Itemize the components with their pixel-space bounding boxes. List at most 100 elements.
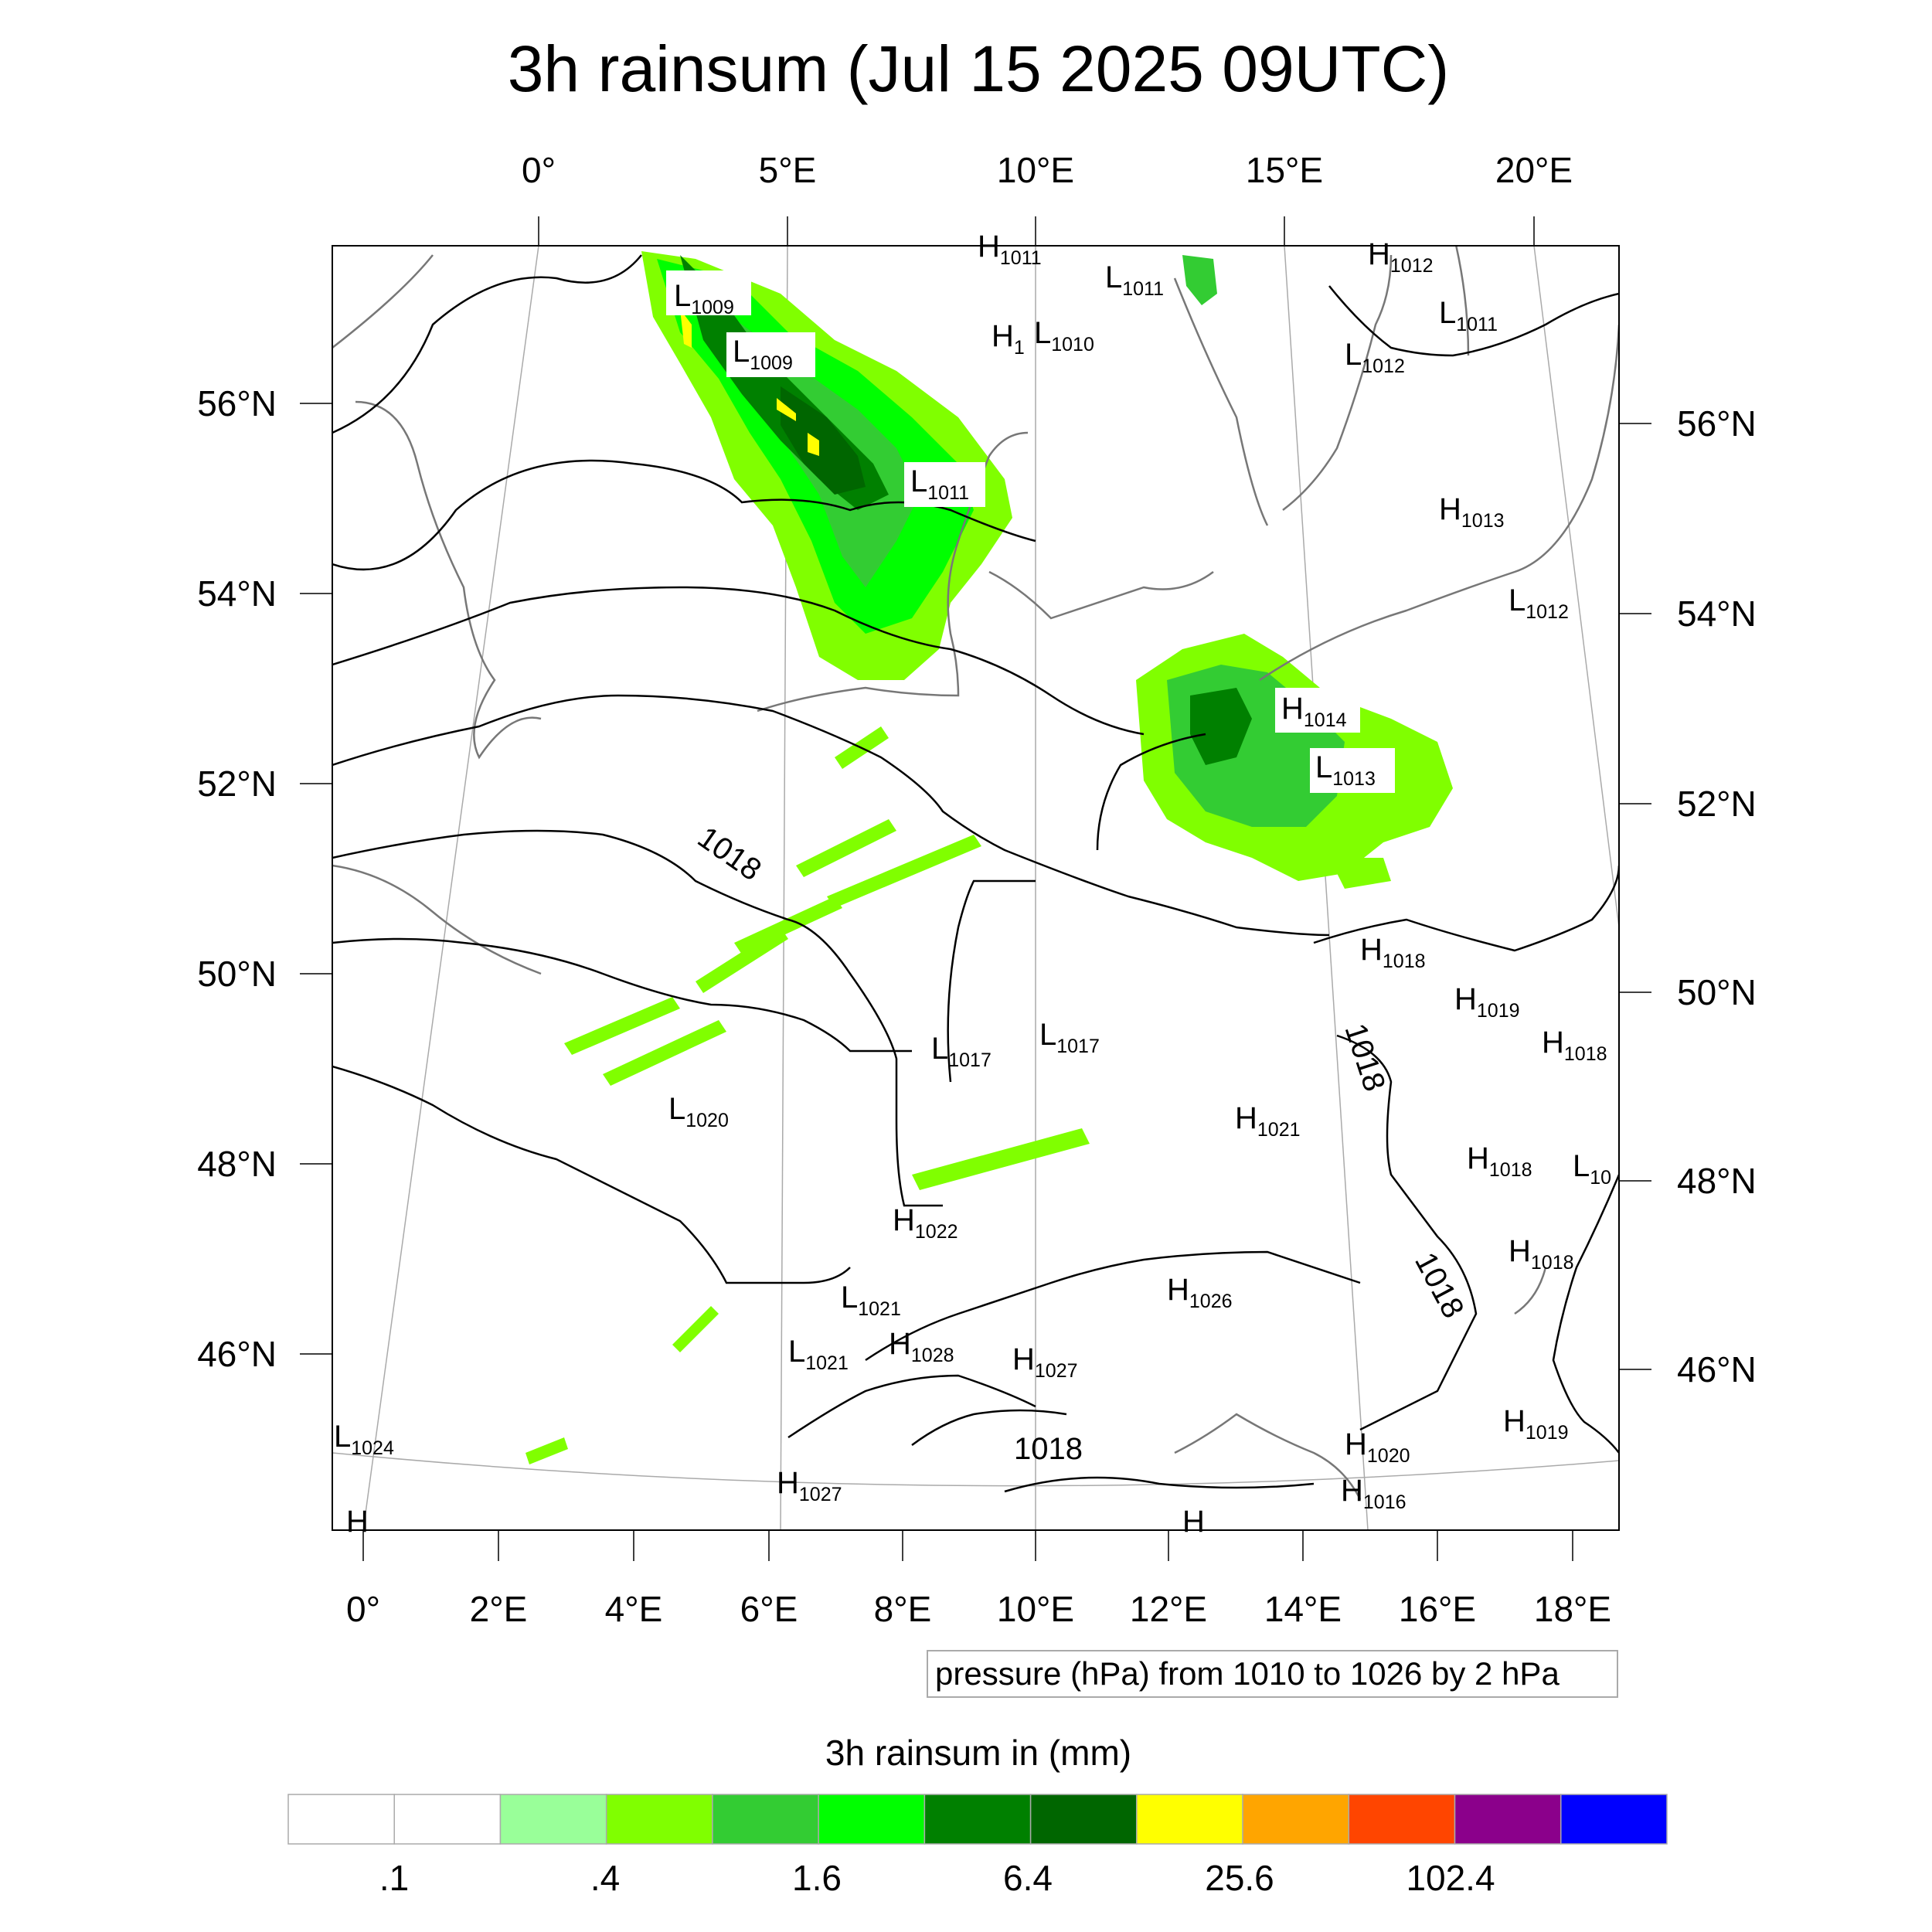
isobar-line [332,694,1330,937]
map-frame [332,245,1620,1531]
bottom-lon-label: 0° [346,1589,380,1629]
bottom-lon-label: 4°E [605,1589,663,1629]
left-lat-label: 46°N [197,1334,277,1374]
pressure-info-box: pressure (hPa) from 1010 to 1026 by 2 hP… [927,1650,1618,1698]
top-lon-label: 20°E [1495,150,1573,190]
pressure-center: H1019 [1503,1404,1569,1444]
pressure-center: H1012 [1368,237,1434,277]
colorbar-tick-labels: .1 .4 1.6 6.4 25.6 102.4 [379,1858,1495,1898]
pressure-center-boxed: L1011 [904,462,985,507]
colorbar-cell [1348,1794,1456,1845]
bottom-lon-label: 6°E [740,1589,798,1629]
pressure-center: H1022 [893,1203,958,1243]
rain-streak-10 [526,1437,568,1464]
pressure-center: L1017 [1039,1018,1100,1057]
isobar-line [787,1374,1036,1439]
isobars [332,254,1619,1493]
bottom-lon-label: 2°E [470,1589,528,1629]
rain-streak-4 [696,927,788,993]
left-lat-label: 48°N [197,1144,277,1184]
bottom-lon-label: 12°E [1130,1589,1207,1629]
colorbar-tick-label: .1 [379,1858,409,1898]
svg-text:L1011: L1011 [910,464,969,504]
pressure-center-boxed: H1014 [1275,688,1360,733]
isobar-line [1552,1174,1619,1454]
bottom-lon-label: 14°E [1264,1589,1342,1629]
colorbar-cell [1029,1794,1138,1845]
bottom-axis [362,1530,1573,1561]
pressure-center: L1021 [841,1281,901,1320]
rain-streak-2 [827,835,981,908]
isobar-label: 1018 [1408,1247,1471,1324]
colorbar-cell [287,1794,395,1845]
isobar-line [1328,285,1619,357]
rain-area-yellow-1 [680,309,692,348]
top-lon-label: 0° [522,150,556,190]
svg-text:L1009: L1009 [674,279,734,318]
isobar-line [332,1065,851,1284]
colorbar [287,1794,1668,1845]
coastlines [332,246,1619,1500]
svg-text:L1009: L1009 [733,335,793,374]
map-title: 3h rainsum (Jul 15 2025 09UTC) [508,32,1450,105]
isobar-line [1004,1476,1315,1493]
left-lat-label: 56°N [197,383,277,423]
rain-area-yellow-2 [777,398,796,421]
bottom-lon-label: 18°E [1534,1589,1611,1629]
pressure-center: L1011 [1105,260,1164,300]
isobar-label: 1018 [1338,1019,1391,1095]
pressure-center-boxed: L1013 [1310,748,1395,793]
pressure-center: L1011 [1439,296,1498,335]
top-lon-label: 15°E [1246,150,1323,190]
rain-streak-9 [672,1306,719,1352]
rain-streak-5 [564,997,680,1055]
left-lat-labels: 56°N 54°N 52°N 50°N 48°N 46°N [197,383,277,1374]
isobar-line [911,1409,1067,1447]
svg-text:H1014: H1014 [1281,692,1347,731]
pressure-center: H1027 [777,1466,842,1505]
colorbar-cell [1454,1794,1562,1845]
left-lat-label: 54°N [197,573,277,614]
pressure-center: L1024 [334,1420,394,1459]
bottom-lon-label: 16°E [1399,1589,1476,1629]
pressure-center: H1011 [978,230,1042,269]
colorbar-cell [1242,1794,1350,1845]
colorbar-tick-label: 102.4 [1406,1858,1495,1898]
right-lat-label: 46°N [1677,1349,1757,1389]
pressure-center: L1020 [668,1092,729,1131]
pressure-center: H1021 [1235,1101,1301,1141]
graticule [332,246,1619,1530]
right-lat-label: 52°N [1677,784,1757,824]
isobar-line [332,254,642,434]
right-lat-labels: 56°N 54°N 52°N 50°N 48°N 46°N [1677,403,1757,1389]
isobar-line [332,586,1145,736]
svg-text:L1013: L1013 [1315,750,1376,790]
right-lat-label: 50°N [1677,972,1757,1012]
pressure-center: H1019 [1454,982,1520,1022]
isobar-line [1336,1034,1478,1431]
colorbar-cell [499,1794,607,1845]
pressure-center: L1012 [1345,338,1405,377]
pressure-centers: H1011 L1011 H1012 L1009 L1009 H1 L1010 L… [334,230,1611,1539]
colorbar-tick-label: 1.6 [792,1858,842,1898]
pressure-center: H1013 [1439,492,1505,532]
pressure-center: H1026 [1167,1273,1233,1312]
colorbar-cell [818,1794,926,1845]
left-axis [300,403,332,1355]
isobar-line [332,829,943,1207]
pressure-center: H [1182,1505,1205,1539]
rain-area-poland-dark [1190,688,1252,765]
pressure-center: L1021 [788,1335,849,1374]
colorbar-cell [1560,1794,1668,1845]
right-axis [1619,423,1651,1370]
map-content [332,246,1619,1530]
pressure-center: H1027 [1012,1342,1078,1382]
isobar-label: 1018 [692,820,767,887]
rain-streak-6 [603,1020,726,1086]
colorbar-cell [393,1794,502,1845]
rain-streak-1 [796,819,896,877]
colorbar-cell [605,1794,713,1845]
pressure-center: L1017 [931,1032,992,1071]
isobar-line [332,459,1036,571]
